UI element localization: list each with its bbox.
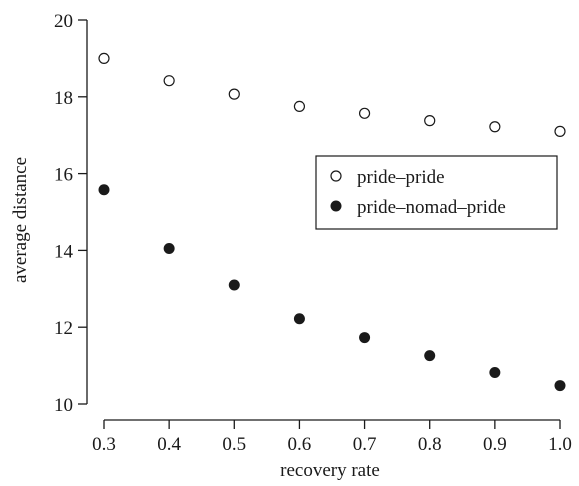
point-pride-nomad-pride	[554, 380, 566, 392]
y-ticks: 10 12 14 16 18 20	[54, 11, 87, 416]
x-tick-label: 0.9	[483, 434, 507, 455]
point-pride-nomad-pride	[98, 184, 110, 196]
point-pride-pride	[358, 107, 371, 119]
y-tick-label: 16	[54, 165, 73, 186]
x-tick-label: 0.6	[288, 434, 312, 455]
x-ticks: 0.3 0.4 0.5 0.6 0.7 0.8 0.9 1.0	[92, 420, 572, 455]
x-tick-label: 0.3	[92, 434, 116, 455]
x-tick-label: 0.8	[418, 434, 442, 455]
point-pride-pride	[293, 100, 306, 113]
legend-box	[315, 155, 558, 230]
legend-label-pride-pride: pride–pride	[357, 167, 445, 188]
legend-marker-pride-nomad-pride	[330, 200, 342, 212]
axes	[86, 20, 560, 421]
legend-label-pride-nomad-pride: pride–nomad–pride	[357, 197, 506, 218]
point-pride-nomad-pride	[424, 350, 436, 362]
point-pride-nomad-pride	[359, 332, 371, 344]
y-tick-label: 10	[54, 395, 73, 416]
point-pride-pride	[489, 121, 501, 133]
point-pride-nomad-pride	[489, 367, 501, 379]
point-pride-pride	[554, 125, 566, 137]
point-pride-pride	[98, 52, 110, 65]
legend-marker-pride-pride	[330, 170, 342, 182]
y-tick-label: 14	[54, 241, 74, 262]
y-tick-label: 18	[54, 88, 73, 109]
y-tick-label: 20	[54, 11, 73, 32]
x-tick-label: 1.0	[548, 434, 572, 455]
y-tick-label: 12	[54, 318, 73, 339]
point-pride-pride	[163, 75, 175, 87]
x-tick-label: 0.4	[157, 434, 181, 455]
point-pride-nomad-pride	[163, 242, 175, 254]
x-tick-label: 0.5	[222, 434, 246, 455]
point-pride-nomad-pride	[293, 313, 305, 325]
y-axis-title: average distance	[10, 157, 31, 283]
legend: pride–pride pride–nomad–pride	[315, 155, 558, 230]
point-pride-pride	[424, 115, 436, 127]
point-pride-nomad-pride	[228, 279, 240, 291]
x-tick-label: 0.7	[353, 434, 377, 455]
data-points	[98, 52, 566, 392]
point-pride-pride	[228, 88, 240, 100]
x-axis-title: recovery rate	[280, 460, 380, 481]
